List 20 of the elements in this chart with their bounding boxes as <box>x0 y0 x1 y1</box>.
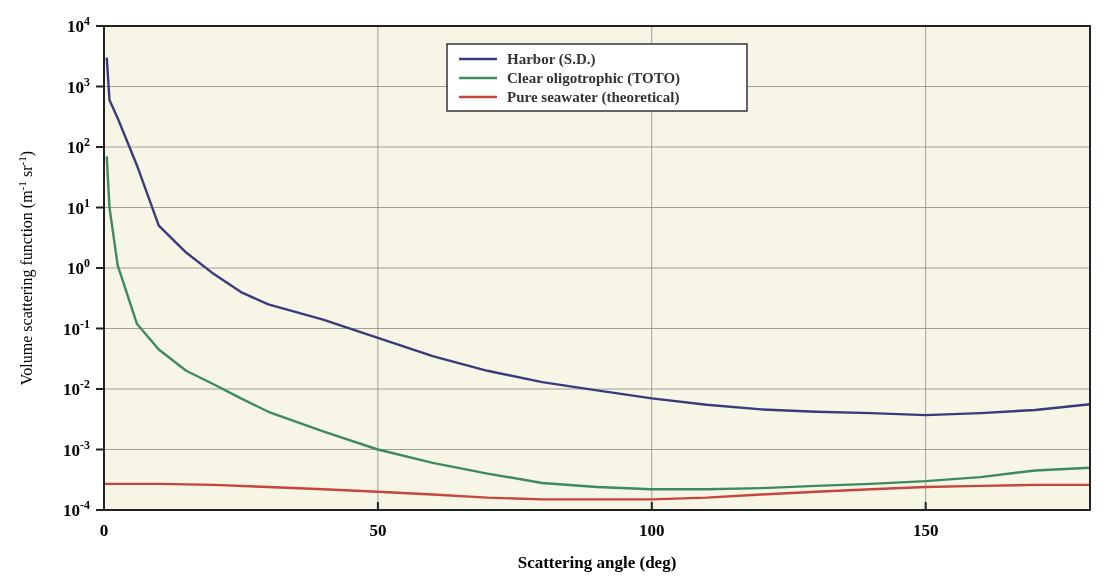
legend-label: Clear oligotrophic (TOTO) <box>507 70 681 87</box>
y-tick-label: 10$^{4}$ <box>67 14 91 36</box>
y-tick-label: 10$^{2}$ <box>67 135 91 157</box>
y-tick-label: 10$^{-4}$ <box>63 498 91 520</box>
legend-label: Pure seawater (theoretical) <box>507 89 680 106</box>
y-tick-label: 10$^{3}$ <box>67 74 91 97</box>
line-series <box>105 155 1092 491</box>
y-tick-label: 10$^{-3}$ <box>63 437 91 460</box>
x-axis-title: Scattering angle (deg) <box>517 553 677 572</box>
x-tick-label: 150 <box>912 521 939 540</box>
y-tick-label: 10$^{-1}$ <box>63 316 91 339</box>
x-tick-label: 50 <box>369 521 387 540</box>
line-series <box>105 56 1092 417</box>
x-tick-label: 100 <box>639 521 665 540</box>
legend-label: Harbor (S.D.) <box>507 51 596 68</box>
y-tick-label: 10$^{1}$ <box>67 195 91 218</box>
line-series <box>102 482 1092 501</box>
y-tick-label: 10$^{0}$ <box>67 256 91 278</box>
y-tick-label: 10$^{-2}$ <box>63 377 91 399</box>
x-tick-label: 0 <box>99 521 109 540</box>
